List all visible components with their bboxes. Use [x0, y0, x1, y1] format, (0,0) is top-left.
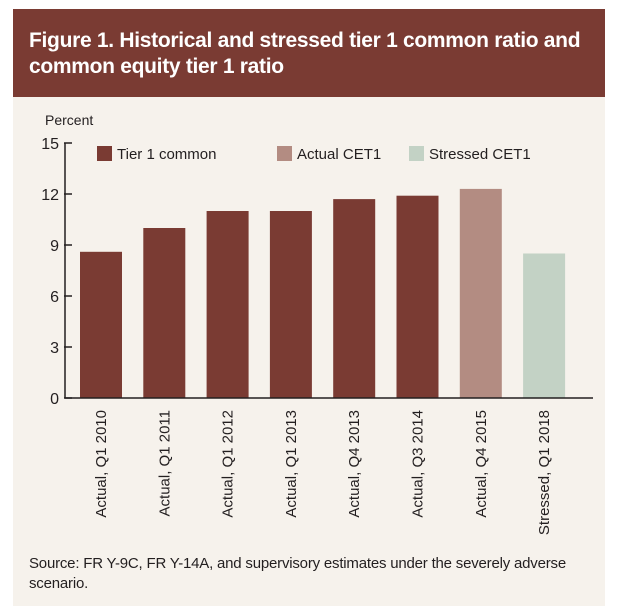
legend-label-3: Stressed CET1 [429, 146, 531, 163]
figure-header: Figure 1. Historical and stressed tier 1… [13, 9, 605, 97]
figure-title: Figure 1. Historical and stressed tier 1… [29, 29, 581, 78]
figure-panel: Figure 1. Historical and stressed tier 1… [13, 9, 605, 606]
source-note: Source: FR Y-9C, FR Y-14A, and superviso… [29, 555, 566, 592]
y-axis-label: Percent [45, 112, 93, 128]
y-tick-label-6: 6 [50, 289, 59, 306]
x-tick-label-5: Actual, Q4 2013 [346, 410, 363, 518]
x-tick-label-8: Stressed, Q1 2018 [536, 410, 553, 535]
x-tick-label-6: Actual, Q3 2014 [410, 410, 427, 518]
x-tick-label-1: Actual, Q1 2010 [93, 410, 110, 518]
bar-5 [333, 199, 376, 398]
bar-6 [396, 195, 439, 398]
x-tick-label-7: Actual, Q4 2015 [473, 410, 490, 518]
y-tick-label-15: 15 [41, 136, 59, 153]
y-tick-label-0: 0 [50, 391, 59, 408]
y-tick-label-12: 12 [41, 187, 59, 204]
legend-swatch-1 [97, 146, 112, 161]
legend-swatch-2 [277, 146, 292, 161]
legend-label-1: Tier 1 common [117, 146, 216, 163]
legend-swatch-3 [409, 146, 424, 161]
y-tick-label-9: 9 [50, 238, 59, 255]
x-tick-label-3: Actual, Q1 2012 [220, 410, 237, 518]
bar-chart: Percent Actual, Q1 2010 Actual, Q1 2011 Act… [41, 112, 593, 535]
x-tick-label-2: Actual, Q1 2011 [156, 410, 173, 516]
bar-8 [523, 253, 566, 398]
legend-label-2: Actual CET1 [297, 146, 381, 163]
bar-7 [459, 188, 502, 398]
bar-2 [143, 228, 186, 398]
y-tick-label-3: 3 [50, 340, 59, 357]
bar-3 [206, 211, 249, 398]
x-tick-label-4: Actual, Q1 2013 [283, 410, 300, 518]
bar-4 [269, 211, 312, 398]
bar-1 [80, 251, 122, 398]
